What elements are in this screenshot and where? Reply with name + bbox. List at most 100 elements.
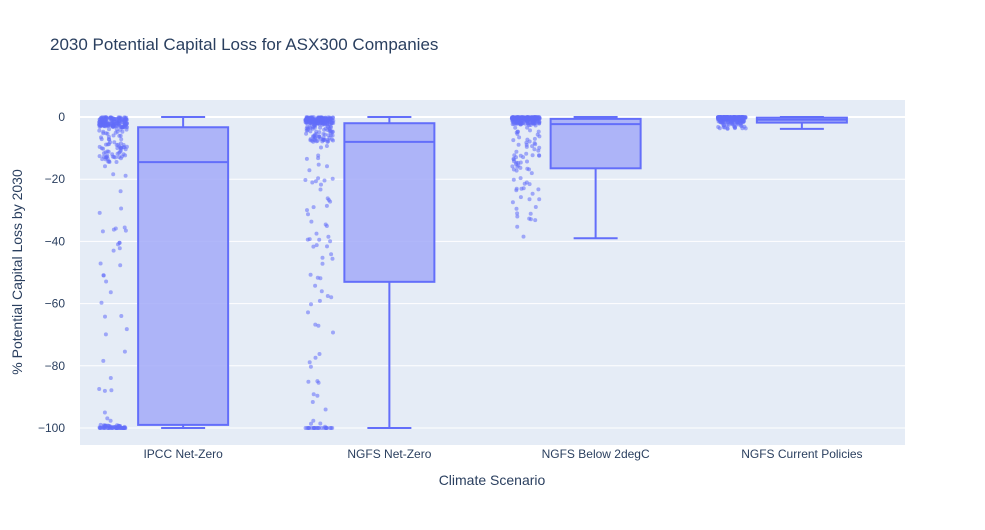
data-point	[306, 379, 311, 384]
data-point	[530, 191, 535, 196]
data-point	[510, 164, 515, 169]
data-point	[315, 393, 320, 398]
y-tick-label: −40	[45, 234, 66, 248]
data-point	[111, 172, 116, 177]
data-point	[103, 314, 107, 319]
data-point	[101, 273, 106, 278]
data-point	[111, 133, 116, 138]
data-point	[510, 200, 515, 205]
y-axis-label: % Potential Capital Loss by 2030	[9, 169, 25, 375]
data-point	[100, 117, 105, 122]
data-point	[524, 115, 529, 120]
data-point	[314, 243, 319, 248]
data-point	[313, 118, 318, 123]
data-point	[514, 206, 519, 211]
data-point	[527, 167, 531, 172]
data-point	[528, 128, 532, 133]
data-point	[119, 206, 124, 211]
data-point	[113, 130, 118, 135]
data-point	[318, 276, 323, 281]
box-iqr	[343, 122, 436, 283]
data-point	[317, 352, 322, 356]
data-point	[532, 136, 537, 141]
data-point	[532, 147, 537, 152]
data-point	[514, 149, 519, 154]
data-point	[317, 298, 322, 303]
data-point	[123, 153, 128, 158]
data-point	[124, 327, 129, 332]
data-point	[716, 115, 721, 120]
data-point	[328, 199, 333, 204]
data-point	[521, 234, 526, 239]
data-point	[329, 426, 334, 430]
data-point	[319, 145, 323, 150]
data-point	[118, 189, 123, 194]
data-point	[316, 135, 321, 139]
data-point	[319, 182, 323, 187]
data-point	[100, 229, 105, 234]
data-point	[311, 244, 316, 249]
data-point	[115, 426, 120, 430]
data-point	[321, 132, 326, 136]
data-point	[537, 197, 542, 202]
data-point	[535, 132, 540, 137]
data-point	[113, 155, 118, 160]
x-tick-label: IPCC Net-Zero	[143, 447, 223, 461]
x-tick-labels: IPCC Net-Zero NGFS Net-Zero NGFS Below 2de…	[143, 447, 862, 461]
data-point	[527, 216, 532, 221]
data-point	[306, 310, 310, 315]
x-tick-label: NGFS Net-Zero	[347, 447, 431, 461]
x-tick-label: NGFS Current Policies	[741, 447, 862, 461]
y-tick-labels: 0 −20 −40 −60 −80 −100	[38, 110, 65, 435]
data-point	[328, 130, 333, 135]
data-point	[316, 380, 321, 385]
data-point	[322, 116, 327, 121]
data-point	[529, 171, 534, 176]
data-point	[534, 119, 539, 124]
data-point	[304, 116, 309, 121]
data-point	[317, 237, 322, 242]
data-point	[718, 120, 723, 125]
data-point	[309, 302, 313, 307]
data-point	[122, 115, 127, 120]
data-point	[101, 151, 106, 156]
data-point	[310, 400, 315, 404]
data-point	[322, 426, 327, 430]
data-point	[525, 159, 529, 164]
data-point	[116, 115, 121, 120]
data-point	[537, 153, 541, 158]
data-point	[119, 119, 124, 124]
data-point	[313, 283, 318, 288]
data-point	[721, 115, 726, 120]
data-point	[304, 156, 309, 161]
data-point	[117, 246, 122, 251]
data-point	[119, 125, 124, 129]
data-point	[103, 117, 108, 122]
data-point	[329, 137, 334, 142]
data-point	[722, 120, 727, 125]
data-point	[108, 418, 113, 423]
data-point	[104, 142, 108, 147]
data-point	[316, 323, 321, 328]
data-point	[515, 211, 520, 216]
data-point	[105, 416, 110, 421]
data-point	[519, 186, 524, 191]
data-point	[124, 127, 129, 132]
x-tick-label: NGFS Below 2degC	[542, 447, 650, 461]
data-point	[110, 152, 115, 157]
data-point	[330, 115, 335, 120]
data-point	[314, 129, 319, 134]
data-point	[514, 120, 519, 125]
data-point	[107, 424, 112, 428]
y-tick-label: −20	[45, 172, 66, 186]
chart-title: 2030 Potential Capital Loss for ASX300 C…	[50, 35, 438, 54]
data-point	[329, 252, 334, 257]
data-point	[324, 203, 329, 208]
data-point	[737, 115, 741, 120]
data-point	[107, 127, 111, 132]
data-point	[308, 364, 313, 369]
data-point	[118, 263, 123, 268]
data-point	[326, 133, 331, 138]
data-point	[102, 388, 107, 393]
